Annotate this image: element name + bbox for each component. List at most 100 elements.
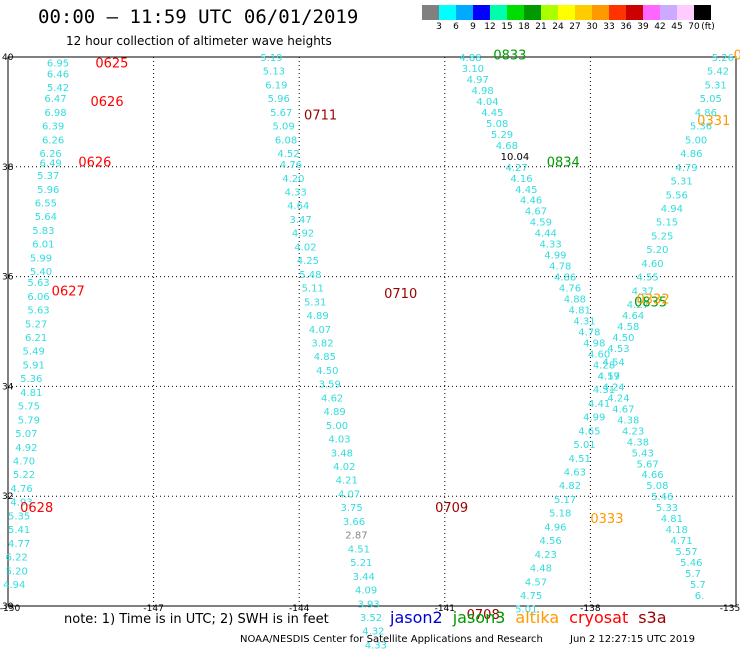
scale-value-label: 9 — [470, 22, 476, 32]
swh-value-label: 3.93 — [357, 599, 379, 610]
swh-value-label: 4.56 — [539, 536, 561, 547]
swh-value-label: 3.82 — [311, 338, 333, 349]
swh-value-label: 5.00 — [326, 421, 348, 432]
footer-timestamp: Jun 2 12:27:15 UTC 2019 — [570, 634, 695, 645]
swh-value-label: 4.98 — [471, 86, 493, 97]
pass-time-label: 0709 — [435, 501, 468, 516]
scale-value-label: 18 — [518, 22, 530, 32]
pass-time-label: 0834 — [547, 155, 580, 170]
swh-value-label: 4.60 — [641, 259, 663, 270]
legend-item-cryosat: cryosat — [569, 608, 629, 627]
swh-value-label: 5.96 — [268, 94, 290, 105]
swh-value-label: 4.24 — [603, 382, 625, 393]
swh-value-label: 4.70 — [13, 457, 35, 468]
swh-value-label: 5.07 — [15, 429, 37, 440]
swh-value-label: 5.20 — [646, 245, 668, 256]
scale-swatch — [490, 5, 507, 20]
graticule — [8, 57, 736, 606]
map-frame — [7, 56, 737, 607]
swh-value-label: 5.01 — [573, 440, 595, 451]
lat-tick-label: 30 — [2, 602, 14, 612]
swh-value-label: 4.45 — [481, 108, 503, 119]
swh-value-label: 6.39 — [42, 122, 64, 133]
swh-value-label: 5.43 — [632, 448, 654, 459]
altimeter-tracks: 6.956.465.426.476.986.396.266.266.495.37… — [3, 53, 734, 650]
swh-value-label: 5.21 — [350, 558, 372, 569]
swh-value-label: 6.49 — [40, 158, 62, 169]
swh-value-label: 4.51 — [569, 454, 591, 465]
scale-unit-label: (ft) — [701, 22, 715, 32]
swh-value-label: 3.75 — [340, 503, 362, 514]
swh-value-label: 5.99 — [30, 253, 52, 264]
swh-value-label: 6.08 — [275, 135, 297, 146]
swh-value-label: 5.18 — [549, 509, 571, 520]
swh-value-label: 6.95 — [47, 58, 69, 69]
scale-swatch — [643, 5, 660, 20]
swh-value-label: 6.22 — [6, 553, 28, 564]
swh-value-label: 4.03 — [328, 435, 350, 446]
swh-value-label: 4.32 — [362, 627, 384, 638]
lat-tick-label: 32 — [2, 492, 13, 502]
footer-credit: NOAA/NESDIS Center for Satellite Applica… — [240, 634, 543, 645]
swh-value-label: 4.92 — [15, 443, 37, 454]
swh-value-label: 4.27 — [627, 300, 649, 311]
pass-time-label: 0710 — [384, 287, 417, 302]
scale-value-label: 33 — [603, 22, 615, 32]
swh-value-label: 5.46 — [651, 492, 673, 503]
swh-value-label: 4.50 — [316, 366, 338, 377]
swh-value-label: 4.24 — [607, 393, 629, 404]
swh-value-label: 4.99 — [583, 413, 605, 424]
swh-value-label: 4.38 — [617, 415, 639, 426]
swh-value-label: 5.64 — [35, 212, 57, 223]
scale-swatch — [694, 5, 711, 20]
pass-time-label: 0835 — [634, 295, 667, 310]
swh-value-label: 4.53 — [607, 344, 629, 355]
swh-value-label: 5.09 — [273, 122, 295, 133]
swh-value-label: 4.94 — [661, 204, 683, 215]
swh-value-label: 4.75 — [520, 591, 542, 602]
swh-value-label: 4.59 — [598, 371, 620, 382]
swh-value-label: 4.31 — [593, 385, 615, 396]
swh-value-label: 4.59 — [530, 218, 552, 229]
swh-value-label: 4.25 — [297, 256, 319, 267]
pass-time-label: 0626 — [91, 95, 124, 110]
pass-time-label: 033 — [734, 48, 740, 63]
swh-value-label: 4.33 — [539, 240, 561, 251]
swh-value-label: 5.96 — [37, 185, 59, 196]
swh-value-label: 4.88 — [564, 295, 586, 306]
swh-value-label: 4.78 — [549, 262, 571, 273]
swh-value-label: 5.19 — [260, 53, 282, 64]
scale-swatch — [677, 5, 694, 20]
swh-value-label: 5.15 — [656, 218, 678, 229]
swh-value-label: 5.31 — [704, 80, 726, 91]
swh-value-label: 4.92 — [292, 229, 314, 240]
scale-value-label: 70 — [688, 22, 700, 32]
swh-value-label: 4.21 — [336, 476, 358, 487]
swh-value-label: 4.33 — [365, 640, 387, 650]
scale-value-label: 21 — [535, 22, 547, 32]
scale-swatch — [592, 5, 609, 20]
swh-value-label: 5.20 — [6, 566, 28, 577]
swh-value-label: 5.22 — [13, 470, 35, 481]
swh-value-label: 5.75 — [18, 402, 40, 413]
swh-value-label: 3.66 — [343, 517, 365, 528]
swh-value-label: 5.29 — [491, 130, 513, 141]
swh-value-label: 4.07 — [309, 325, 331, 336]
swh-value-label: 5.67 — [270, 108, 292, 119]
swh-value-label: 4.96 — [544, 522, 566, 533]
swh-value-label: 3.59 — [319, 380, 341, 391]
swh-value-label: 3.44 — [353, 572, 375, 583]
legend-item-jason2: jason2 — [390, 608, 443, 627]
pass-time-label: 0333 — [590, 512, 623, 527]
pass-time-labels: 0625 0626 0626 0627 0628 0711 0710 0709 0708 0833… — [20, 48, 740, 623]
scale-swatch — [609, 5, 626, 20]
lon-tick-label: -141 — [435, 604, 455, 614]
swh-value-label: 4.57 — [525, 577, 547, 588]
swh-value-label: 4.28 — [593, 360, 615, 371]
swh-value-label: 4.78 — [578, 328, 600, 339]
swh-value-label: 4.67 — [525, 207, 547, 218]
legend-item-jason3: jason3 — [452, 608, 506, 627]
note-text: note: 1) Time is in UTC; 2) SWH is in fe… — [64, 612, 329, 627]
swh-value-label: 2.87 — [345, 531, 367, 542]
